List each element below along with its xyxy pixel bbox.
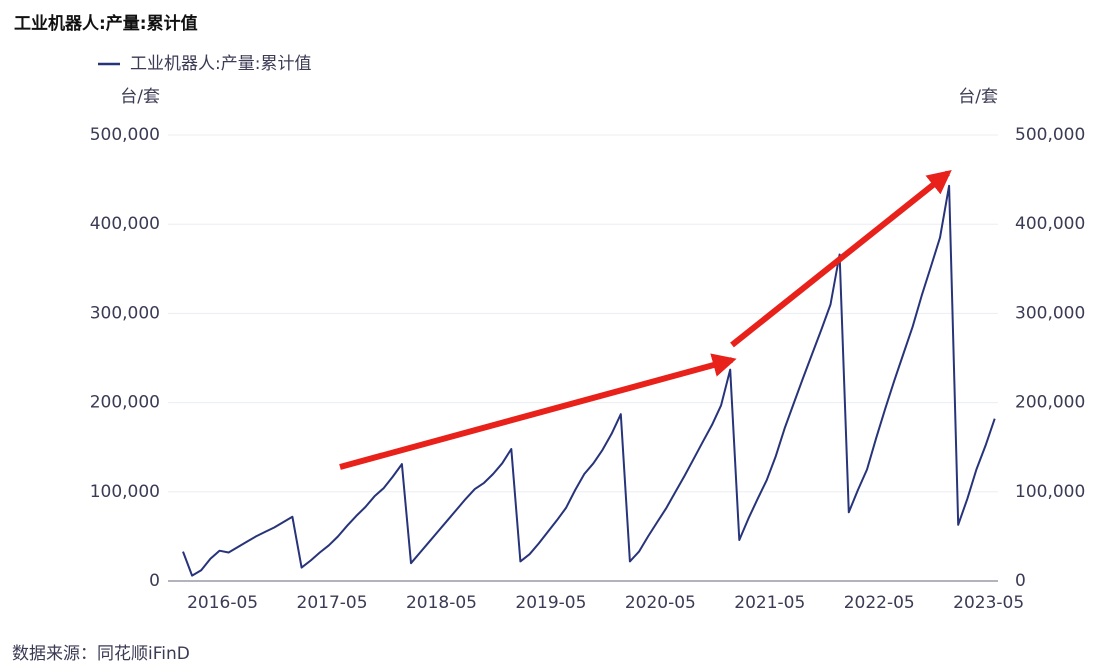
y2-tick-label: 400,000 xyxy=(1015,214,1085,234)
x-tick-label: 2017-05 xyxy=(297,593,368,613)
annotation-arrows xyxy=(339,170,952,470)
legend-label: 工业机器人:产量:累计值 xyxy=(130,54,311,74)
x-tick-label: 2018-05 xyxy=(406,593,477,613)
x-tick-label: 2022-05 xyxy=(844,593,915,613)
y-tick-label: 300,000 xyxy=(90,303,160,323)
y2-tick-label: 0 xyxy=(1015,571,1026,591)
x-tick-label: 2023-05 xyxy=(953,593,1024,613)
y2-tick-label: 500,000 xyxy=(1015,125,1085,145)
y2-axis-label: 台/套 xyxy=(958,87,998,107)
x-tick-label: 2019-05 xyxy=(515,593,586,613)
y2-tick-label: 300,000 xyxy=(1015,303,1085,323)
line-series xyxy=(182,184,996,577)
x-tick-label: 2021-05 xyxy=(734,593,805,613)
y-tick-label: 400,000 xyxy=(90,214,160,234)
y2-tick-label: 100,000 xyxy=(1015,482,1085,502)
chart-title: 工业机器人:产量:累计值 xyxy=(14,13,198,34)
y-tick-label: 500,000 xyxy=(90,125,160,145)
y-tick-label: 0 xyxy=(149,571,160,591)
y-tick-label: 100,000 xyxy=(90,482,160,502)
y-tick-label: 200,000 xyxy=(90,393,160,413)
y2-tick-label: 200,000 xyxy=(1015,393,1085,413)
x-tick-label: 2016-05 xyxy=(187,593,258,613)
x-tick-label: 2020-05 xyxy=(625,593,696,613)
source: 数据来源：同花顺iFinD xyxy=(12,644,190,664)
y-axis-label: 台/套 xyxy=(120,87,160,107)
